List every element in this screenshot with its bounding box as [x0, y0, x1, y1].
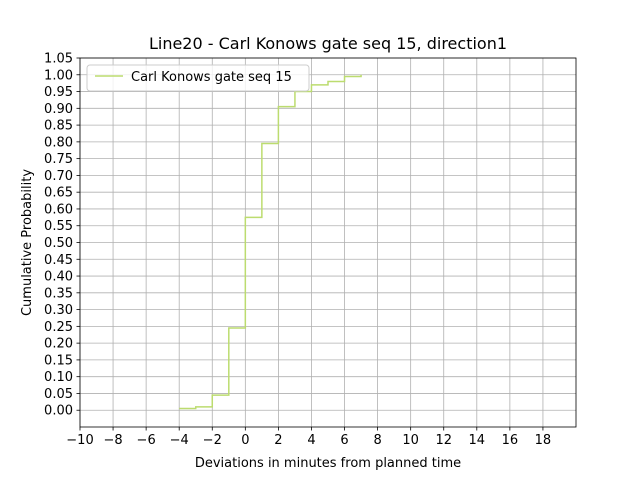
- y-axis-label: Cumulative Probability: [20, 169, 35, 316]
- y-tick-label: 0.05: [44, 387, 73, 402]
- y-tick-label: 1.00: [44, 68, 73, 83]
- x-tick-label: −10: [66, 433, 93, 448]
- x-tick-label: 0: [241, 433, 249, 448]
- x-axis-label: Deviations in minutes from planned time: [195, 456, 461, 471]
- y-tick-label: 0.70: [44, 169, 73, 184]
- y-tick-label: 0.55: [44, 219, 73, 234]
- y-tick-label: 0.50: [44, 236, 73, 251]
- x-tick-label: −8: [103, 433, 122, 448]
- x-tick-label: 6: [340, 433, 348, 448]
- y-tick-label: 0.15: [44, 353, 73, 368]
- x-tick-label: −2: [203, 433, 222, 448]
- y-tick-label: 0.85: [44, 119, 73, 134]
- legend-box: [86, 64, 310, 92]
- series-step-line: [179, 74, 362, 410]
- x-tick-label: 4: [307, 433, 315, 448]
- y-tick-label: 0.40: [44, 270, 73, 285]
- x-tick-label: 14: [469, 433, 486, 448]
- x-tick-label: −6: [137, 433, 156, 448]
- x-tick-label: 10: [402, 433, 419, 448]
- x-tick-label: 12: [435, 433, 452, 448]
- y-tick-label: 0.45: [44, 253, 73, 268]
- y-tick-label: 0.20: [44, 337, 73, 352]
- legend: Carl Konows gate seq 15: [86, 64, 310, 92]
- y-tick-label: 0.30: [44, 303, 73, 318]
- y-tick-label: 0.90: [44, 102, 73, 117]
- x-tick-label: 8: [373, 433, 381, 448]
- y-tick-label: 0.25: [44, 320, 73, 335]
- y-tick-label: 0.65: [44, 186, 73, 201]
- legend-label: Carl Konows gate seq 15: [131, 70, 292, 85]
- x-tick-label: 16: [502, 433, 519, 448]
- series-layer: [179, 74, 362, 410]
- y-axis-ticks: 0.00 0.05 0.10 0.150.20 0.25 0.30 0.350.40 0.45…: [44, 52, 80, 419]
- y-tick-label: 0.80: [44, 135, 73, 150]
- y-tick-label: 0.35: [44, 286, 73, 301]
- y-tick-label: 1.05: [44, 52, 73, 67]
- x-tick-label: 18: [535, 433, 552, 448]
- grid: [79, 57, 576, 427]
- chart-title: Line20 - Carl Konows gate seq 15, direct…: [149, 34, 507, 53]
- x-tick-label: 2: [274, 433, 282, 448]
- y-tick-label: 0.00: [44, 404, 73, 419]
- y-tick-label: 0.60: [44, 202, 73, 217]
- y-tick-label: 0.10: [44, 370, 73, 385]
- y-tick-label: 0.75: [44, 152, 73, 167]
- y-tick-label: 0.95: [44, 85, 73, 100]
- x-axis-ticks: −10 −8 −6 −4 −2 0 2 4 6 8 10 12 14 16 18: [66, 427, 551, 448]
- x-tick-label: −4: [170, 433, 189, 448]
